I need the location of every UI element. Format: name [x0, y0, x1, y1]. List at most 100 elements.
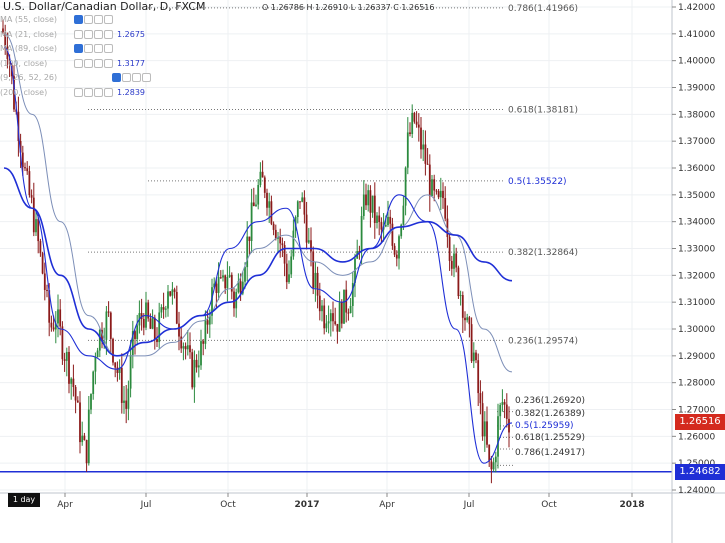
interval-badge[interactable]: 1 day — [8, 493, 40, 507]
price-tick-label: 1.24000 — [678, 486, 715, 496]
candle-body — [193, 359, 196, 388]
candle-body — [4, 31, 7, 47]
candle-body — [481, 403, 484, 437]
candle-body — [488, 444, 491, 462]
close-icon[interactable] — [104, 59, 113, 68]
candle-body — [123, 400, 125, 403]
add-icon[interactable] — [94, 44, 103, 53]
candle-body — [241, 281, 244, 294]
fib-label: 0.382(1.26389) — [515, 409, 585, 419]
candle-body — [252, 202, 255, 206]
candle-body — [433, 179, 436, 191]
legend-row-ma55[interactable]: MA (55, close) — [0, 13, 117, 26]
candle-body — [453, 253, 455, 269]
candle-body — [389, 216, 392, 224]
legend-label: (200, close) — [0, 88, 48, 97]
candle-body — [376, 215, 378, 223]
price-tick-label: 1.26000 — [678, 432, 715, 442]
candle-body — [197, 365, 200, 368]
settings-icon[interactable] — [84, 30, 93, 39]
settings-icon[interactable] — [84, 44, 93, 53]
candle-body — [127, 388, 130, 409]
add-icon[interactable] — [94, 59, 103, 68]
candle-body — [57, 309, 59, 324]
candle-body — [28, 171, 31, 196]
candle-body — [107, 311, 110, 313]
close-icon[interactable] — [104, 30, 113, 39]
legend-row-ichimoku[interactable]: (9, 26, 52, 26) — [0, 71, 155, 84]
close-icon[interactable] — [104, 44, 113, 53]
add-icon[interactable] — [94, 30, 103, 39]
time-tick-label: Apr — [379, 500, 395, 510]
candle-body — [222, 275, 224, 278]
eye-icon[interactable] — [74, 44, 83, 53]
time-tick-label: Oct — [220, 500, 236, 510]
candle-body — [219, 277, 222, 279]
add-icon[interactable] — [132, 73, 141, 82]
price-tick-label: 1.41000 — [678, 30, 715, 40]
candle-body — [431, 179, 433, 197]
candle-body — [263, 177, 266, 193]
settings-icon[interactable] — [84, 59, 93, 68]
eye-icon[interactable] — [112, 73, 121, 82]
fib-label: 0.5(1.25959) — [515, 421, 574, 431]
candle-body — [169, 291, 172, 296]
candle-body — [226, 277, 229, 289]
candle-body — [129, 354, 132, 389]
eye-icon[interactable] — [74, 59, 83, 68]
candle-body — [182, 346, 185, 349]
candle-body — [508, 418, 510, 433]
legend-row-ma89[interactable]: MA (89, close) — [0, 42, 117, 55]
price-tick-label: 1.42000 — [678, 3, 715, 13]
price-tick-label: 1.29000 — [678, 352, 715, 362]
candle-body — [312, 251, 315, 288]
time-tick-label: Oct — [541, 500, 557, 510]
settings-icon[interactable] — [84, 15, 93, 24]
candle-body — [437, 191, 440, 198]
settings-icon[interactable] — [122, 73, 131, 82]
legend-label: MA (21, close) — [0, 30, 58, 39]
candle-body — [206, 320, 209, 325]
close-icon[interactable] — [104, 88, 113, 97]
legend-label: (9, 26, 52, 26) — [0, 73, 58, 82]
add-icon[interactable] — [94, 88, 103, 97]
eye-icon[interactable] — [74, 88, 83, 97]
fib-label: 0.382(1.32864) — [508, 248, 578, 258]
candle-body — [175, 291, 178, 324]
candle-body — [415, 121, 418, 125]
candle-body — [343, 289, 345, 324]
candle-body — [70, 378, 73, 384]
settings-icon[interactable] — [84, 88, 93, 97]
candle-body — [266, 192, 268, 208]
eye-icon[interactable] — [74, 15, 83, 24]
add-icon[interactable] — [94, 15, 103, 24]
candle-body — [323, 305, 326, 329]
price-tick-label: 1.33000 — [678, 245, 715, 255]
candle-body — [316, 272, 319, 296]
candle-body — [435, 190, 438, 192]
candle-body — [360, 216, 363, 252]
eye-icon[interactable] — [74, 30, 83, 39]
candle-body — [200, 341, 202, 366]
legend-row-ma100[interactable]: (100, close) 1.3177 — [0, 57, 145, 70]
candle-body — [457, 267, 460, 297]
legend-row-ma21[interactable]: MA (21, close) 1.2675 — [0, 28, 145, 41]
candle-body — [270, 201, 273, 224]
candle-body — [149, 318, 152, 329]
candle-body — [162, 307, 165, 310]
candle-body — [164, 308, 167, 310]
candle-body — [499, 404, 502, 417]
candle-body — [413, 112, 416, 122]
candle-body — [380, 222, 383, 230]
candle-body — [105, 311, 108, 340]
legend-row-ma200[interactable]: (200, close) 1.2839 — [0, 86, 145, 99]
close-icon[interactable] — [142, 73, 151, 82]
close-icon[interactable] — [104, 15, 113, 24]
candle-body — [68, 351, 70, 384]
candle-body — [325, 323, 328, 329]
candle-body — [158, 312, 161, 343]
candle-body — [501, 402, 504, 405]
candle-body — [250, 202, 253, 241]
candle-body — [340, 302, 343, 324]
